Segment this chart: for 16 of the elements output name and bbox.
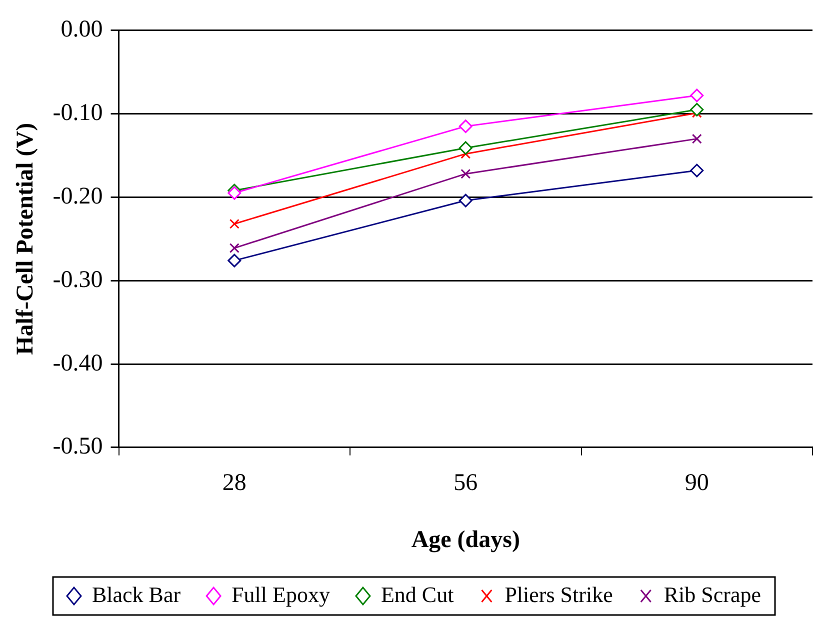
legend-label: End Cut (380, 582, 454, 607)
y-tick-label: 0.00 (60, 16, 103, 43)
x-tick-label: 28 (222, 470, 246, 496)
x-tick-label: 56 (454, 470, 478, 496)
y-tick-label: -0.20 (52, 183, 103, 210)
x-tick-label: 90 (684, 470, 709, 496)
y-tick-label: -0.40 (52, 350, 103, 376)
legend-label: Rib Scrape (664, 582, 762, 607)
y-axis-title: Half-Cell Potential (V) (12, 122, 39, 355)
y-tick-label: -0.50 (52, 434, 103, 460)
legend-label: Pliers Strike (504, 582, 613, 607)
legend-label: Full Epoxy (232, 582, 330, 607)
x-axis-title: Age (days) (411, 526, 520, 553)
y-tick-label: -0.10 (52, 100, 103, 126)
legend-label: Black Bar (92, 582, 182, 607)
y-tick-label: -0.30 (52, 266, 103, 293)
